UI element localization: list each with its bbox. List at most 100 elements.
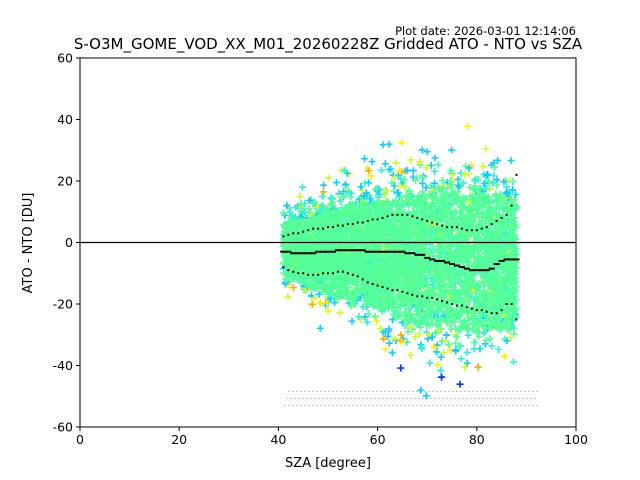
scatter-point <box>454 175 462 183</box>
scatter-point <box>367 253 375 261</box>
scatter-point <box>331 274 339 282</box>
scatter-point <box>427 181 435 189</box>
scatter-point <box>341 167 349 175</box>
scatter-point <box>385 327 393 335</box>
scatter-point <box>438 373 446 381</box>
scatter-point <box>492 282 500 290</box>
scatter-point <box>431 200 439 208</box>
scatter-point <box>488 342 496 350</box>
scatter-point <box>331 266 339 274</box>
scatter-point <box>482 336 490 344</box>
scatter-point <box>393 222 401 230</box>
scatter-point <box>406 304 414 312</box>
scatter-point <box>336 197 344 205</box>
scatter-point <box>434 161 442 169</box>
scatter-point <box>473 282 481 290</box>
plot-date-label: Plot date: 2026-03-01 12:14:06 <box>395 24 576 38</box>
scatter-point <box>385 166 393 174</box>
scatter-point <box>391 223 399 231</box>
scatter-point <box>401 269 409 277</box>
scatter-point <box>375 292 383 300</box>
scatter-point <box>454 181 462 189</box>
scatter-point <box>471 238 479 246</box>
scatter-point <box>409 195 417 203</box>
scatter-point <box>373 185 381 193</box>
scatter-point <box>430 343 438 351</box>
scatter-point <box>288 213 296 221</box>
scatter-point <box>439 216 447 224</box>
scatter-point <box>438 275 446 283</box>
scatter-point <box>481 311 489 319</box>
scatter-point <box>464 331 472 339</box>
scatter-point <box>487 269 495 277</box>
scatter-point <box>432 216 440 224</box>
scatter-point <box>396 182 404 190</box>
scatter-point <box>356 247 364 255</box>
scatter-point <box>391 173 399 181</box>
scatter-point <box>509 358 517 366</box>
scatter-point <box>349 257 357 265</box>
scatter-point <box>438 176 446 184</box>
scatter-point <box>381 256 389 264</box>
scatter-point <box>425 310 433 318</box>
scatter-point <box>430 267 438 275</box>
scatter-point <box>464 248 472 256</box>
scatter-point <box>476 345 484 353</box>
scatter-point <box>500 212 508 220</box>
scatter-point <box>418 345 426 353</box>
scatter-point <box>323 299 331 307</box>
scatter-point <box>422 163 430 171</box>
scatter-point <box>324 307 332 315</box>
scatter-point <box>384 199 392 207</box>
scatter-point <box>305 197 313 205</box>
scatter-point <box>470 319 478 327</box>
scatter-point <box>351 268 359 276</box>
scatter-point <box>485 222 493 230</box>
scatter-point <box>394 189 402 197</box>
scatter-point <box>323 204 331 212</box>
scatter-point <box>470 185 478 193</box>
scatter-point <box>348 317 356 325</box>
scatter-point <box>472 300 480 308</box>
scatter-point <box>413 278 421 286</box>
scatter-point <box>509 186 517 194</box>
scatter-point <box>501 252 509 260</box>
scatter-point <box>389 310 397 318</box>
scatter-point <box>510 269 518 277</box>
scatter-point <box>422 392 430 400</box>
scatter-point <box>365 214 373 222</box>
scatter-point <box>366 194 374 202</box>
scatter-point <box>461 170 469 178</box>
scatter-point <box>512 239 520 247</box>
scatter-point <box>431 329 439 337</box>
scatter-point <box>316 299 324 307</box>
scatter-point <box>301 231 309 239</box>
scatter-point <box>313 203 321 211</box>
scatter-point <box>408 270 416 278</box>
scatter-point <box>437 353 445 361</box>
scatter-point <box>452 325 460 333</box>
scatter-point <box>431 167 439 175</box>
scatter-point <box>434 361 442 369</box>
scatter-point <box>480 179 488 187</box>
scatter-point <box>379 141 387 149</box>
scatter-point <box>440 234 448 242</box>
scatter-point <box>475 218 483 226</box>
scatter-point <box>448 146 456 154</box>
scatter-point <box>414 257 422 265</box>
scatter-point <box>417 386 425 394</box>
scatter-point <box>475 317 483 325</box>
scatter-point <box>500 178 508 186</box>
scatter-point <box>461 203 469 211</box>
scatter-point <box>480 329 488 337</box>
scatter-point <box>382 345 390 353</box>
scatter-point <box>456 214 464 222</box>
scatter-point <box>449 177 457 185</box>
scatter-point <box>481 325 489 333</box>
scatter-point <box>504 231 512 239</box>
scatter-point <box>447 261 455 269</box>
scatter-point <box>486 307 494 315</box>
scatter-point <box>316 207 324 215</box>
scatter-point <box>494 156 502 164</box>
